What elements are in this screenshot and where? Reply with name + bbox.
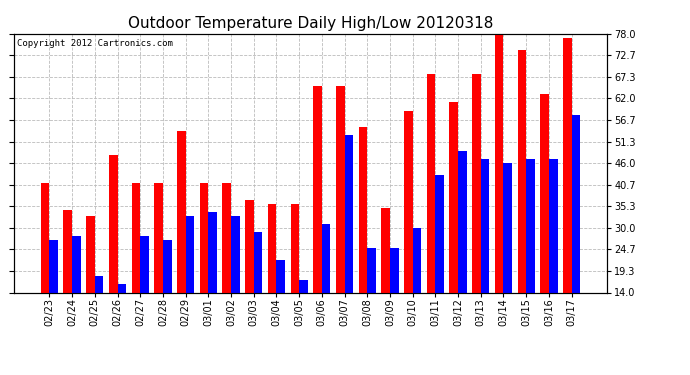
Bar — [549, 159, 558, 292]
Bar — [435, 175, 444, 292]
Bar — [458, 151, 466, 292]
Bar — [413, 228, 422, 292]
Bar — [404, 111, 413, 292]
Bar — [277, 260, 285, 292]
Title: Outdoor Temperature Daily High/Low 20120318: Outdoor Temperature Daily High/Low 20120… — [128, 16, 493, 31]
Bar — [367, 248, 376, 292]
Bar — [155, 183, 163, 292]
Bar — [504, 163, 512, 292]
Bar — [231, 216, 239, 292]
Bar — [426, 74, 435, 292]
Bar — [526, 159, 535, 292]
Bar — [313, 86, 322, 292]
Bar — [571, 115, 580, 292]
Bar — [254, 232, 262, 292]
Bar — [132, 183, 140, 292]
Bar — [72, 236, 81, 292]
Bar — [563, 38, 571, 292]
Bar — [449, 102, 458, 292]
Bar — [390, 248, 399, 292]
Bar — [140, 236, 149, 292]
Bar — [95, 276, 103, 292]
Bar — [109, 155, 117, 292]
Bar — [63, 210, 72, 292]
Bar — [382, 208, 390, 292]
Bar — [186, 216, 195, 292]
Bar — [495, 34, 504, 292]
Bar — [472, 74, 481, 292]
Bar — [245, 200, 254, 292]
Bar — [336, 86, 344, 292]
Bar — [518, 50, 526, 292]
Bar — [268, 204, 277, 292]
Text: Copyright 2012 Cartronics.com: Copyright 2012 Cartronics.com — [17, 39, 172, 48]
Bar — [50, 240, 58, 292]
Bar — [177, 131, 186, 292]
Bar — [41, 183, 50, 292]
Bar — [299, 280, 308, 292]
Bar — [208, 211, 217, 292]
Bar — [344, 135, 353, 292]
Bar — [117, 284, 126, 292]
Bar — [540, 94, 549, 292]
Bar — [481, 159, 489, 292]
Bar — [222, 183, 231, 292]
Bar — [199, 183, 208, 292]
Bar — [290, 204, 299, 292]
Bar — [86, 216, 95, 292]
Bar — [359, 127, 367, 292]
Bar — [163, 240, 172, 292]
Bar — [322, 224, 331, 292]
